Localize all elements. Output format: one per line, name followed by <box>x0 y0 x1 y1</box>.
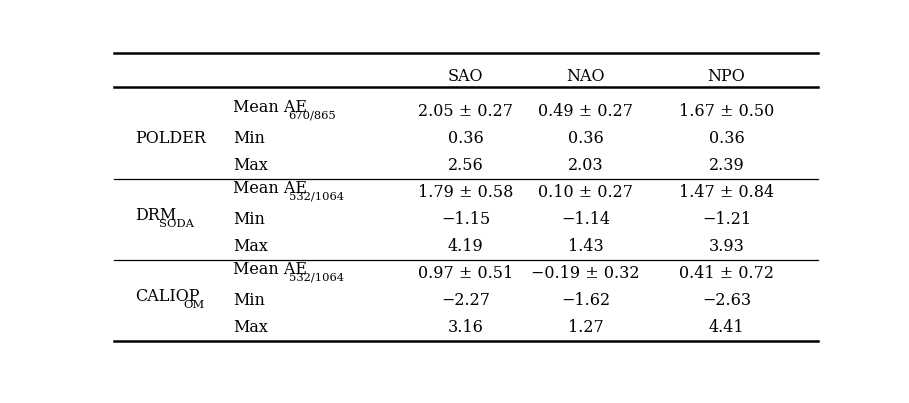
Text: 1.67 ± 0.50: 1.67 ± 0.50 <box>679 104 774 120</box>
Text: POLDER: POLDER <box>135 131 205 147</box>
Text: 2.39: 2.39 <box>709 158 744 174</box>
Text: 0.41 ± 0.72: 0.41 ± 0.72 <box>679 266 774 283</box>
Text: NPO: NPO <box>707 68 745 85</box>
Text: Max: Max <box>234 158 268 174</box>
Text: 4.41: 4.41 <box>709 320 744 337</box>
Text: Min: Min <box>234 212 265 229</box>
Text: Mean AE: Mean AE <box>234 99 307 116</box>
Text: 4.19: 4.19 <box>448 239 484 256</box>
Text: −0.19 ± 0.32: −0.19 ± 0.32 <box>532 266 640 283</box>
Text: 0.10 ± 0.27: 0.10 ± 0.27 <box>538 185 634 202</box>
Text: 2.03: 2.03 <box>568 158 604 174</box>
Text: −1.21: −1.21 <box>702 212 751 229</box>
Text: 1.27: 1.27 <box>568 320 604 337</box>
Text: −1.15: −1.15 <box>441 212 491 229</box>
Text: 3.93: 3.93 <box>709 239 744 256</box>
Text: 0.36: 0.36 <box>709 131 744 147</box>
Text: Max: Max <box>234 320 268 337</box>
Text: 0.36: 0.36 <box>448 131 484 147</box>
Text: 532/1064: 532/1064 <box>289 192 344 202</box>
Text: DRM: DRM <box>135 207 176 224</box>
Text: 2.05 ± 0.27: 2.05 ± 0.27 <box>418 104 514 120</box>
Text: 0.97 ± 0.51: 0.97 ± 0.51 <box>418 266 514 283</box>
Text: −2.63: −2.63 <box>702 293 751 310</box>
Text: 532/1064: 532/1064 <box>289 273 344 283</box>
Text: 0.49 ± 0.27: 0.49 ± 0.27 <box>538 104 634 120</box>
Text: Min: Min <box>234 293 265 310</box>
Text: CALIOP: CALIOP <box>135 288 199 305</box>
Text: Mean AE: Mean AE <box>234 180 307 197</box>
Text: Max: Max <box>234 239 268 256</box>
Text: −1.62: −1.62 <box>561 293 610 310</box>
Text: 670/865: 670/865 <box>289 111 336 121</box>
Text: −1.14: −1.14 <box>561 212 610 229</box>
Text: SODA: SODA <box>159 219 194 229</box>
Text: OM: OM <box>184 300 205 310</box>
Text: −2.27: −2.27 <box>442 293 490 310</box>
Text: 1.43: 1.43 <box>568 239 604 256</box>
Text: 2.56: 2.56 <box>448 158 484 174</box>
Text: 0.36: 0.36 <box>568 131 604 147</box>
Text: NAO: NAO <box>566 68 604 85</box>
Text: 3.16: 3.16 <box>448 320 484 337</box>
Text: Min: Min <box>234 131 265 147</box>
Text: 1.47 ± 0.84: 1.47 ± 0.84 <box>679 185 774 202</box>
Text: SAO: SAO <box>448 68 484 85</box>
Text: 1.79 ± 0.58: 1.79 ± 0.58 <box>418 185 514 202</box>
Text: Mean AE: Mean AE <box>234 261 307 278</box>
